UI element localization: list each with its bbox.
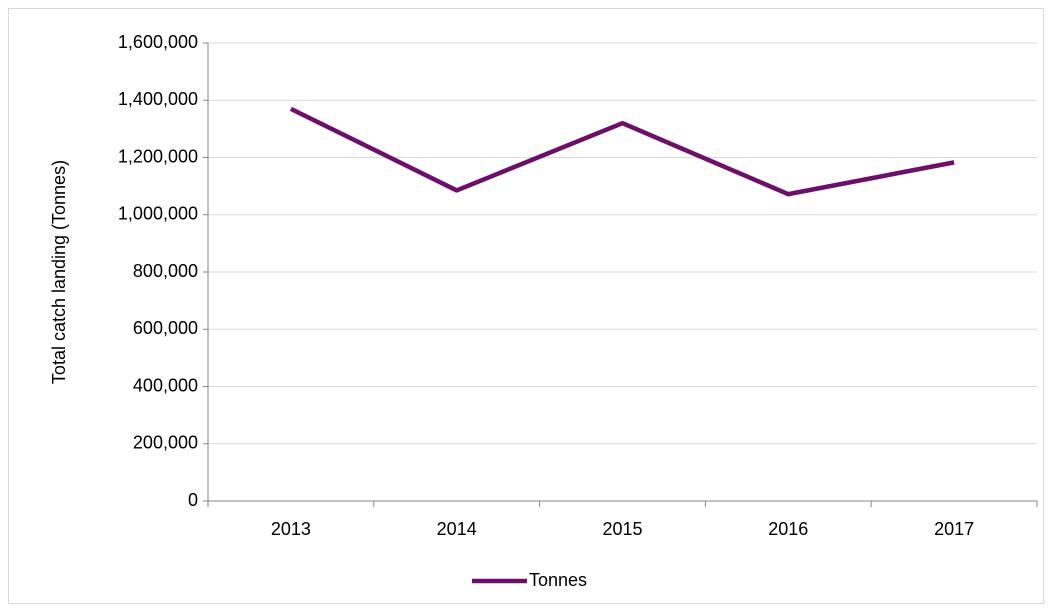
x-tick-label: 2016 <box>768 519 808 539</box>
y-tick-label: 1,000,000 <box>118 204 198 224</box>
y-tick-label: 600,000 <box>133 318 198 338</box>
y-tick-label: 1,600,000 <box>118 32 198 52</box>
data-line <box>289 106 955 197</box>
y-tick-label: 1,400,000 <box>118 89 198 109</box>
legend-label: Tonnes <box>529 570 587 590</box>
x-tick-label: 2014 <box>437 519 477 539</box>
y-tick-label: 1,200,000 <box>118 146 198 166</box>
x-tick-label: 2017 <box>934 519 974 539</box>
y-tick-label: 800,000 <box>133 261 198 281</box>
y-tick-label: 0 <box>188 490 198 510</box>
x-tick-label: 2013 <box>271 519 311 539</box>
y-tick-label: 400,000 <box>133 375 198 395</box>
y-axis-title: Total catch landing (Tonnes) <box>49 160 69 384</box>
y-tick-label: 200,000 <box>133 433 198 453</box>
x-tick-label: 2015 <box>602 519 642 539</box>
